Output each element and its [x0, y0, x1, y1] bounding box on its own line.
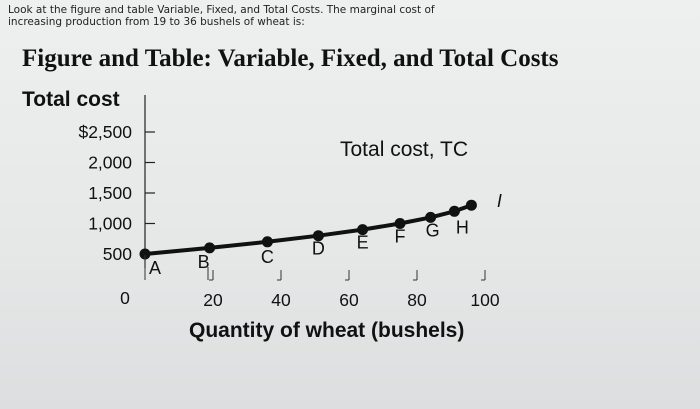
data-point-f: [394, 218, 406, 229]
y-tick-label: 2,000: [88, 153, 132, 173]
data-point-i: [465, 199, 477, 211]
x-tick-label: 80: [407, 290, 427, 310]
x-tick-label: 20: [203, 290, 223, 310]
point-label-f: F: [395, 227, 406, 247]
y-tick-label: 500: [103, 244, 132, 264]
question-text: Look at the figure and table Variable, F…: [8, 4, 435, 28]
point-label-d: D: [312, 239, 325, 259]
y-tick-label: 1,000: [88, 214, 132, 234]
point-label-b: B: [198, 252, 210, 272]
data-point-e: [357, 224, 369, 236]
total-cost-line: [144, 203, 473, 256]
point-label-c: C: [261, 247, 274, 267]
y-axis-title: Total cost: [22, 88, 120, 111]
point-label-g: G: [426, 220, 440, 240]
point-label-a: A: [149, 258, 161, 278]
x-origin-label: 0: [120, 288, 130, 308]
y-tick-label: 1,500: [88, 183, 132, 203]
data-point-h: [448, 205, 460, 217]
x-tick-label: 40: [271, 290, 291, 310]
point-label-e: E: [357, 233, 369, 253]
x-tick-label: 60: [339, 290, 359, 310]
x-tick-label: 100: [470, 290, 499, 310]
data-point-a: [139, 248, 151, 260]
data-point-b: [204, 242, 216, 254]
figure-title: Figure and Table: Variable, Fixed, and T…: [22, 45, 559, 72]
chart-axis-labels: Total cost Quantity of wheat (bushels) Tot…: [22, 88, 468, 342]
point-label-i: I: [497, 191, 502, 211]
data-point-c: [261, 236, 273, 248]
point-labels: A B C D E F G H I: [144, 191, 502, 280]
y-tick-label: $2,500: [78, 122, 132, 142]
data-point-d: [312, 230, 324, 242]
chart-ticks: $2,500 2,000 1,500 1,000 500 20 40 60 80 100 0: [78, 122, 499, 310]
data-point-g: [425, 211, 437, 223]
x-axis-title: Quantity of wheat (bushels): [189, 319, 464, 342]
total-cost-series: [139, 199, 477, 260]
series-label: Total cost, TC: [340, 138, 468, 161]
point-label-h: H: [456, 217, 469, 237]
